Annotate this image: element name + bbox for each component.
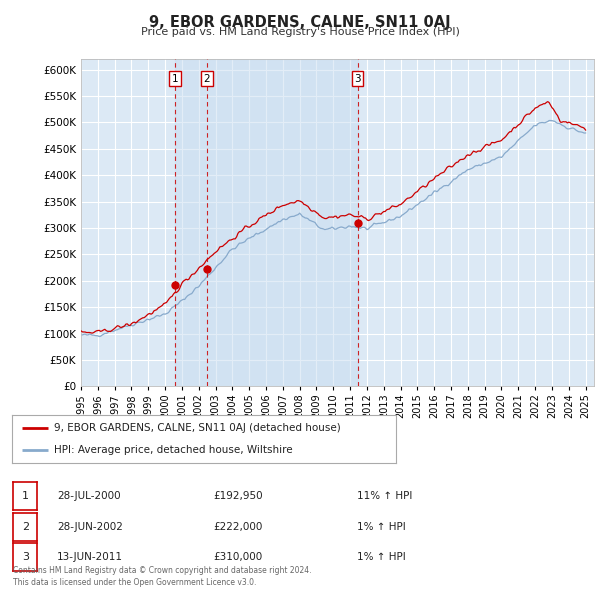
Text: 1: 1 [172,74,178,84]
Text: £222,000: £222,000 [213,522,262,532]
Text: 11% ↑ HPI: 11% ↑ HPI [357,491,412,501]
Text: 13-JUN-2011: 13-JUN-2011 [57,552,123,562]
Text: 28-JUN-2002: 28-JUN-2002 [57,522,123,532]
Text: 3: 3 [354,74,361,84]
Text: 2: 2 [203,74,210,84]
Text: HPI: Average price, detached house, Wiltshire: HPI: Average price, detached house, Wilt… [54,445,293,455]
Text: 1% ↑ HPI: 1% ↑ HPI [357,522,406,532]
Text: 1% ↑ HPI: 1% ↑ HPI [357,552,406,562]
Text: 9, EBOR GARDENS, CALNE, SN11 0AJ: 9, EBOR GARDENS, CALNE, SN11 0AJ [149,15,451,30]
Bar [175,59,358,386]
Text: 28-JUL-2000: 28-JUL-2000 [57,491,121,501]
Text: Price paid vs. HM Land Registry's House Price Index (HPI): Price paid vs. HM Land Registry's House … [140,27,460,37]
Text: £192,950: £192,950 [213,491,263,501]
Text: 2: 2 [22,522,29,532]
Text: Contains HM Land Registry data © Crown copyright and database right 2024.
This d: Contains HM Land Registry data © Crown c… [13,566,312,587]
Text: 3: 3 [22,552,29,562]
Text: 9, EBOR GARDENS, CALNE, SN11 0AJ (detached house): 9, EBOR GARDENS, CALNE, SN11 0AJ (detach… [54,423,341,433]
Text: 1: 1 [22,491,29,501]
Text: £310,000: £310,000 [213,552,262,562]
